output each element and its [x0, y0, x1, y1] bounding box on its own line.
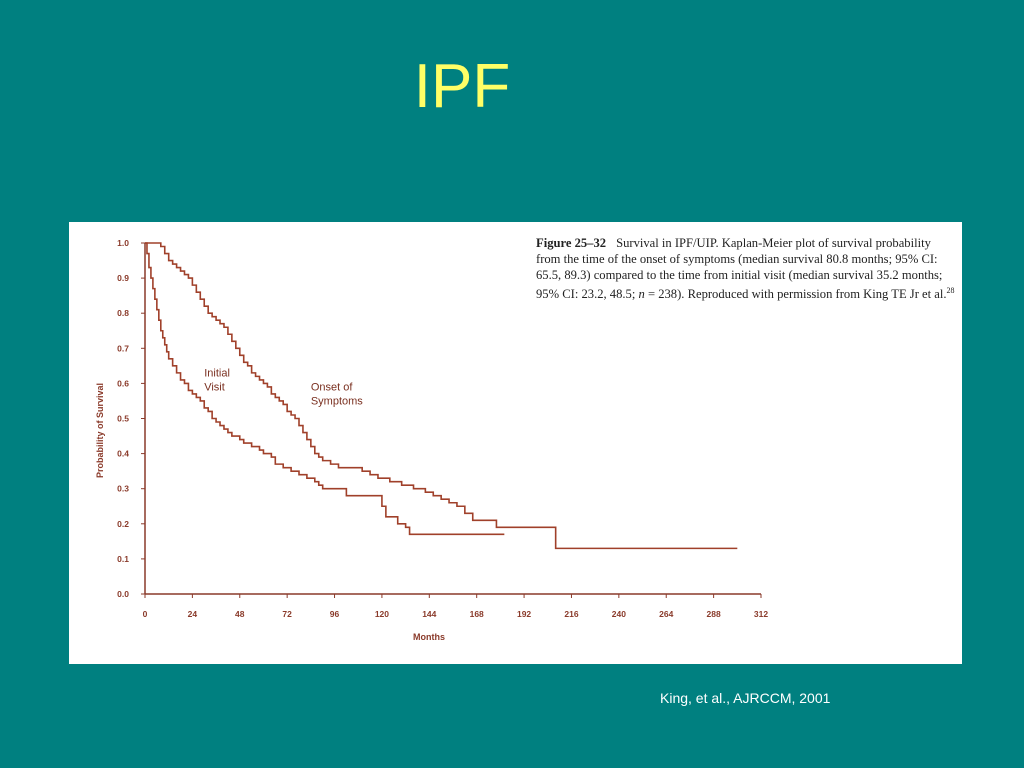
y-tick-label: 0.6 [117, 378, 129, 388]
x-tick-label: 192 [517, 609, 531, 619]
caption-n: n [638, 287, 645, 302]
y-axis-title: Probability of Survival [95, 383, 105, 478]
x-tick-label: 144 [422, 609, 436, 619]
y-tick-label: 0.2 [117, 519, 129, 529]
source-credit: King, et al., AJRCCM, 2001 [660, 690, 831, 706]
y-tick-label: 0.8 [117, 308, 129, 318]
figure-panel: 0.0 0.1 0.2 0.3 0.4 0.5 0.6 0.7 0.8 0.9 1.0 0 24 48 72… [69, 222, 962, 664]
x-tick-label: 72 [282, 609, 292, 619]
x-tick-label: 312 [754, 609, 768, 619]
x-tick-label: 48 [235, 609, 245, 619]
survival-chart-svg: 0.0 0.1 0.2 0.3 0.4 0.5 0.6 0.7 0.8 0.9 1.0 0 24 48 72… [95, 238, 768, 642]
x-tick-label: 0 [143, 609, 148, 619]
x-tick-label: 264 [659, 609, 673, 619]
caption-reference: 28 [946, 286, 955, 296]
x-tick-label: 24 [188, 609, 198, 619]
figure-caption: Figure 25–32 Survival in IPF/UIP. Kaplan-… [536, 236, 956, 303]
y-tick-label: 0.0 [117, 589, 129, 599]
x-tick-label: 96 [330, 609, 340, 619]
onset-of-symptoms-curve [145, 242, 738, 550]
x-tick-label: 120 [375, 609, 389, 619]
initial-visit-label: Initial Visit [204, 367, 230, 393]
onset-of-symptoms-label: Onset of Symptoms [311, 381, 363, 407]
x-tick-label: 240 [612, 609, 626, 619]
caption-n-value: = 238). Reproduced with permission from … [644, 287, 947, 302]
figure-label: Figure 25–32 [536, 236, 607, 250]
caption-text: Survival in IPF/UIP. Kaplan-Meier plot o… [536, 236, 943, 302]
y-tick-label: 0.5 [117, 414, 129, 424]
y-tick-label: 0.3 [117, 484, 129, 494]
y-tick-label: 0.9 [117, 273, 129, 283]
x-axis-title: Months [413, 632, 445, 642]
initial-visit-curve [145, 242, 505, 536]
y-tick-label: 0.7 [117, 343, 129, 353]
x-tick-label: 168 [470, 609, 484, 619]
y-tick-label: 1.0 [117, 238, 129, 248]
y-tick-label: 0.1 [117, 554, 129, 564]
x-tick-label: 216 [564, 609, 578, 619]
x-tick-label: 288 [707, 609, 721, 619]
y-tick-label: 0.4 [117, 449, 129, 459]
slide-title: IPF [413, 52, 511, 121]
